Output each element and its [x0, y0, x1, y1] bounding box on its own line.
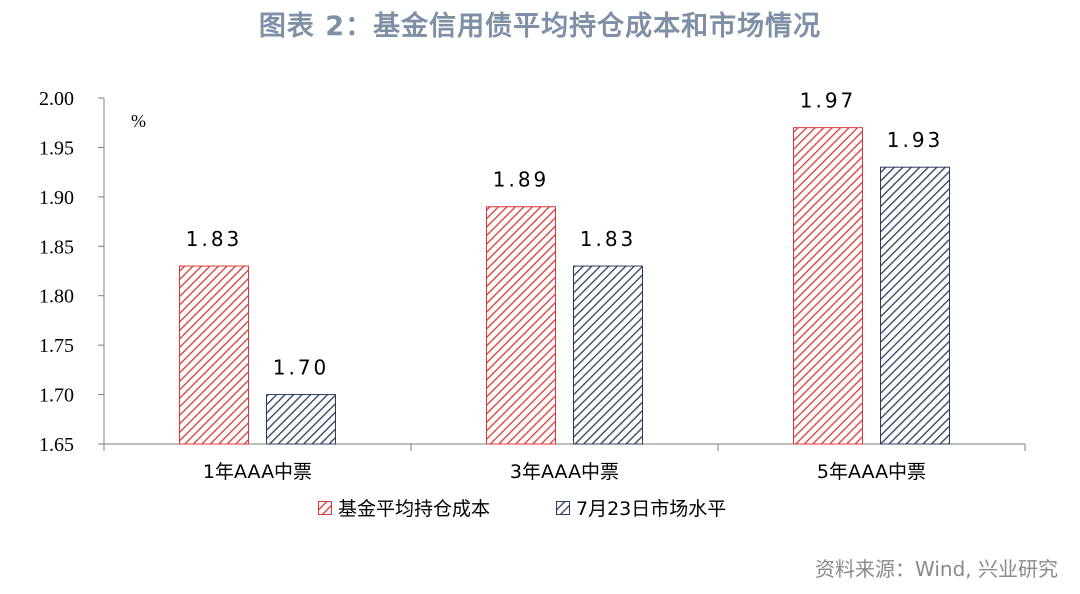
y-tick-label: 1.70	[39, 385, 74, 407]
bar-series2-3	[880, 166, 950, 445]
legend-swatch-series2	[556, 500, 570, 515]
source-note: 资料来源：Wind, 兴业研究	[815, 557, 1058, 581]
data-label-series1-3: 1.97	[800, 89, 857, 113]
y-tick-label: 1.85	[39, 236, 74, 258]
chart-title: 图表 2：基金信用债平均持仓成本和市场情况	[258, 11, 822, 42]
bar-series1-1	[179, 265, 249, 445]
bar-series2-1	[266, 394, 336, 445]
y-tick-label: 1.75	[39, 335, 74, 357]
legend-label-series1: 基金平均持仓成本	[338, 498, 491, 520]
bar-series1-2	[486, 206, 556, 445]
bar-series1-3	[793, 127, 863, 445]
y-tick-label: 1.95	[39, 137, 74, 159]
y-tick-label: 1.80	[39, 286, 74, 308]
legend-item-series1: 基金平均持仓成本	[318, 494, 490, 521]
y-tick-label: 1.90	[39, 187, 74, 209]
x-category-label: 1年AAA中票	[203, 461, 312, 483]
data-label-series2-1: 1.70	[273, 356, 330, 380]
y-tick-label: 1.65	[39, 434, 74, 456]
x-category-label: 3年AAA中票	[510, 461, 619, 483]
y-tick-label: 2.00	[39, 88, 74, 110]
data-label-series2-2: 1.83	[580, 227, 637, 251]
bar-series2-2	[573, 265, 643, 445]
legend-swatch-series1	[318, 500, 332, 515]
data-label-series1-2: 1.89	[493, 168, 550, 192]
data-label-series2-3: 1.93	[887, 128, 944, 152]
legend-label-series2: 7月23日市场水平	[576, 498, 727, 520]
legend-item-series2: 7月23日市场水平	[556, 494, 726, 521]
y-unit-label: %	[131, 111, 146, 131]
data-label-series1-1: 1.83	[186, 227, 243, 251]
x-category-label: 5年AAA中票	[817, 461, 926, 483]
